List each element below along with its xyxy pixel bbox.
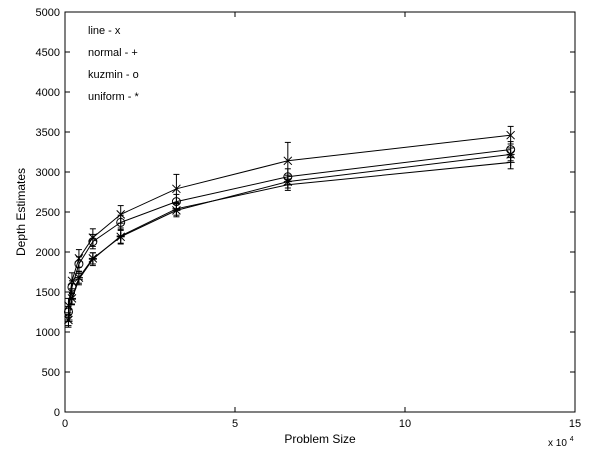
y-tick-label-6: 3000 (36, 167, 60, 179)
series-layer (63, 125, 516, 328)
data-point-3-2 (74, 273, 84, 282)
legend-entry-normal: normal - + (88, 47, 138, 59)
data-point-3-7 (506, 150, 515, 159)
data-point-3-3 (88, 254, 98, 263)
axes: 0 5 10 15 0 500 1000 1500 2000 2500 3000 3500 4000 45… (36, 7, 582, 430)
y-tick-label-9: 4500 (36, 47, 60, 59)
y-tick-label-8: 4000 (36, 87, 60, 99)
error-bar-2-2 (75, 256, 82, 272)
error-bar-2-4 (117, 214, 124, 231)
legend-entry-kuzmin: kuzmin - o (88, 69, 139, 81)
data-point-3-5 (172, 206, 181, 215)
series-line-3 (67, 153, 511, 321)
x-axis-label: Problem Size (284, 432, 356, 446)
data-point-2-4 (116, 217, 126, 227)
data-point-3-0 (64, 315, 73, 325)
y-tick-label-10: 5000 (36, 7, 60, 19)
y-tick-label-5: 2500 (36, 207, 60, 219)
data-point-0-6 (283, 156, 293, 166)
y-tick-label-3: 1500 (36, 287, 60, 299)
x-tick-label-3: 15 (569, 418, 581, 430)
x-axis-multiplier: x 10 4 (548, 436, 574, 449)
y-tick-label-4: 2000 (36, 247, 60, 259)
error-bar-2-3 (89, 233, 96, 250)
data-point-2-2 (74, 259, 84, 269)
data-point-0-7 (506, 130, 515, 140)
legend-entry-line: line - x (88, 25, 121, 37)
legend-entry-uniform: uniform - * (88, 91, 139, 103)
y-tick-label-1: 500 (42, 367, 60, 379)
data-point-0-5 (172, 184, 181, 194)
y-tick-label-7: 3500 (36, 127, 60, 139)
x-tick-label-2: 10 (399, 418, 411, 430)
x-axis-multiplier-exponent: 4 (570, 436, 574, 443)
y-tick-label-0: 0 (54, 407, 60, 419)
x-tick-label-0: 0 (62, 418, 68, 430)
data-point-3-4 (116, 232, 126, 242)
series-3 (64, 147, 515, 327)
y-tick-label-2: 1000 (36, 327, 60, 339)
data-point-3-1 (67, 294, 77, 303)
series-line-0 (67, 134, 511, 306)
y-axis-label: Depth Estimates (14, 168, 28, 256)
data-point-2-3 (88, 237, 98, 247)
data-point-3-6 (283, 177, 293, 186)
legend: line - x normal - + kuzmin - o uniform -… (88, 25, 139, 103)
x-tick-label-1: 5 (232, 418, 238, 430)
x-axis-multiplier-base: x 10 (548, 438, 567, 449)
data-point-0-4 (116, 210, 126, 219)
plot-area (64, 11, 576, 413)
